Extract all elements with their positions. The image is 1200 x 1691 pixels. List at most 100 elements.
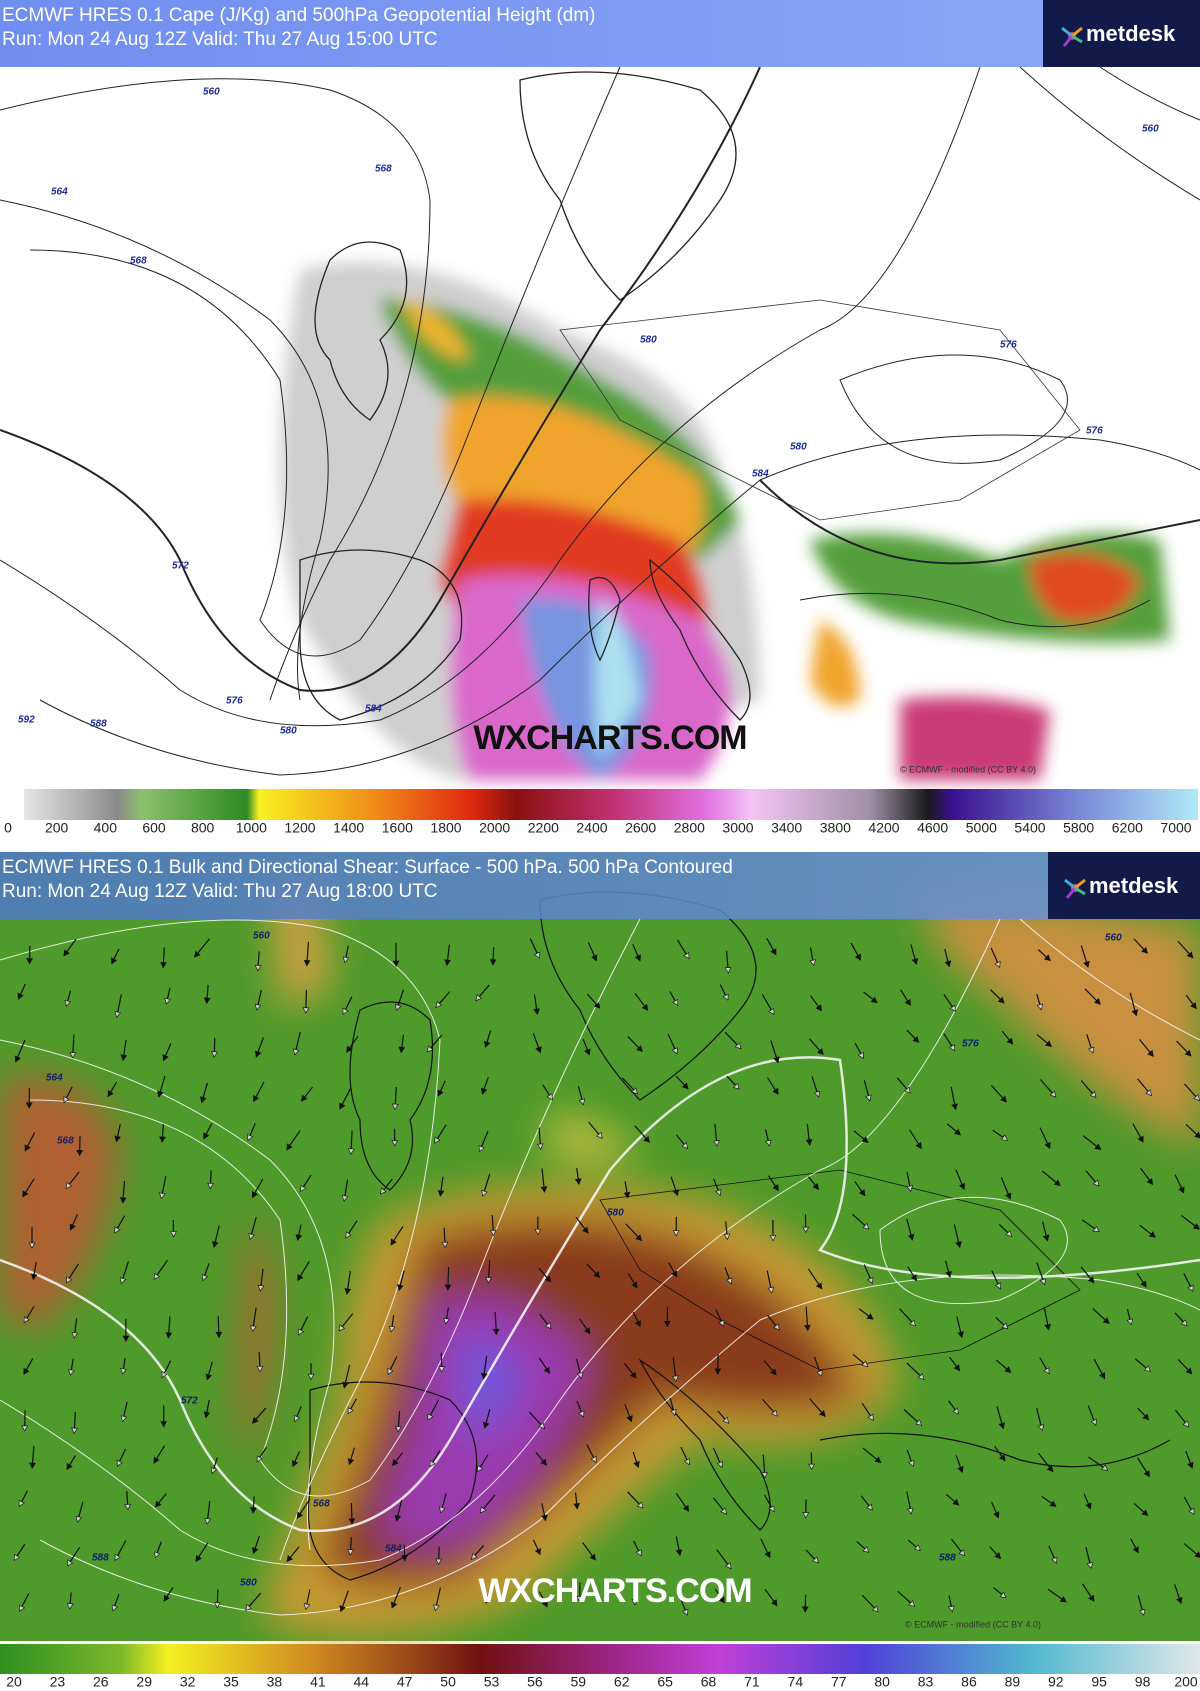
shear-arrow-head	[478, 1145, 485, 1153]
shear-arrow-head	[915, 1419, 923, 1426]
height-contours	[0, 918, 1200, 1616]
shear-arrow-head	[533, 1008, 540, 1015]
shear-arrow-head	[675, 1549, 683, 1556]
shear-arrow-head	[120, 1415, 128, 1423]
logo: metdesk	[1089, 873, 1179, 898]
colorbar-label: 29	[136, 1674, 152, 1690]
shear-arrow-head	[861, 1360, 869, 1368]
shear-arrow-head	[582, 1226, 589, 1234]
shear-arrow-head	[1094, 997, 1101, 1005]
shear-arrow-head	[1005, 1230, 1013, 1237]
shear-arrow-head	[489, 959, 497, 966]
shear-arrow-head	[1184, 1049, 1192, 1057]
colorbar-label: 32	[180, 1674, 196, 1690]
shear-arrow-head	[341, 1195, 349, 1202]
shear-arrow-head	[541, 1514, 548, 1522]
shear-arrow-head	[816, 1369, 823, 1377]
shear-arrow-head	[1102, 1317, 1110, 1324]
colorbar-label: 89	[1005, 1674, 1021, 1690]
colorbar-label: 80	[874, 1674, 890, 1690]
shear-arrow-head	[578, 1410, 585, 1418]
shear-arrow-head	[286, 1555, 294, 1562]
colorbar-label: 98	[1135, 1674, 1151, 1690]
shear-arrow-head	[248, 1233, 255, 1240]
shear-arrow-head	[437, 1190, 445, 1197]
shear-arrow-head	[441, 1241, 449, 1249]
shear-arrow-head	[641, 1003, 649, 1011]
colorbar-label: 92	[1048, 1674, 1064, 1690]
colorbar-label: 38	[267, 1674, 283, 1690]
colorbar-label: 2600	[625, 820, 656, 836]
colorbar-label: 65	[657, 1674, 673, 1690]
shear-arrow-head	[1088, 1594, 1095, 1602]
shear-arrow-head	[997, 996, 1005, 1004]
shear-arrow-head	[534, 1548, 541, 1556]
shear-arrow-head	[636, 1045, 643, 1052]
shear-arrow-head	[874, 1456, 882, 1464]
shear-arrow-head	[1049, 1500, 1057, 1507]
shear-arrow-head	[867, 1276, 874, 1284]
shear-arrow-head	[815, 1004, 822, 1012]
shear-arrow-head	[1005, 1192, 1012, 1200]
shear-arrow-head	[439, 1506, 446, 1514]
shear-arrow-head	[28, 1242, 36, 1249]
shear-arrow-head	[154, 1500, 162, 1508]
shear-arrow-head	[392, 960, 400, 967]
watermark: WXCHARTS.COM	[473, 719, 746, 757]
shear-arrow-head	[119, 1277, 127, 1285]
shear-arrow-head	[69, 1052, 77, 1059]
shear-arrow-head	[342, 1007, 349, 1015]
shear-arrow-head	[768, 1505, 775, 1513]
height-contours	[0, 66, 1200, 776]
shear-arrow-head	[347, 1549, 354, 1556]
shear-arrow-head	[23, 1316, 30, 1324]
contour-label: 560	[203, 87, 220, 98]
shear-arrow-head	[160, 1421, 168, 1428]
shear-arrow-head	[623, 1191, 631, 1199]
shear-arrow-head	[1051, 1556, 1058, 1564]
shear-arrow-head	[479, 1506, 487, 1514]
colorbar-label: 1400	[333, 820, 364, 836]
contour-labels: 560 564 568 572 576 580 580 584 588 560 …	[46, 931, 1122, 1589]
shear-arrow-head	[631, 1281, 638, 1289]
shear-arrow-head	[1187, 1284, 1194, 1292]
colorbar-label: 71	[744, 1674, 760, 1690]
shear-arrow-head	[1092, 1225, 1100, 1233]
shear-arrow-head	[541, 1600, 548, 1608]
shear-arrow-head	[492, 1328, 500, 1336]
shear-arrow-head	[444, 1284, 452, 1291]
shear-arrow-head	[245, 1604, 252, 1611]
shear-arrow-head	[1000, 1095, 1007, 1103]
shear-arrow-head	[912, 1035, 920, 1043]
shear-arrow-head	[770, 1368, 777, 1376]
shear-arrow-head	[773, 1323, 780, 1331]
shear-arrow-head	[534, 1228, 542, 1236]
colorbar-label: 3800	[820, 820, 851, 836]
shear-arrow-head	[195, 1554, 202, 1562]
shear-arrow-head	[809, 959, 817, 967]
shear-arrow-head	[1188, 1507, 1195, 1515]
shear-arrow-head	[723, 1233, 731, 1241]
contour-label: 568	[313, 1499, 330, 1510]
shear-arrow-head	[380, 1187, 387, 1195]
shear-arrow-head	[159, 1136, 166, 1143]
shear-arrow-head	[438, 1366, 446, 1373]
shear-arrow-head	[19, 1604, 26, 1612]
shear-arrow-head	[870, 996, 878, 1004]
shear-arrow-head	[153, 1272, 161, 1280]
contour-label: 564	[46, 1073, 63, 1084]
colorbar-label: 1200	[284, 820, 315, 836]
shear-arrow-head	[207, 1182, 214, 1190]
shear-arrow-head	[1000, 1134, 1008, 1141]
shear-arrow-head	[160, 962, 167, 969]
shear-arrow-head	[672, 1189, 679, 1197]
shear-arrow-head	[1176, 1597, 1183, 1604]
shear-arrow-head	[347, 1407, 354, 1415]
shear-arrow-head	[388, 1325, 396, 1333]
watermark: WXCHARTS.COM	[478, 1572, 751, 1610]
shear-arrow-head	[1126, 1318, 1134, 1326]
copyright: © ECMWF - modified (CC BY 4.0)	[900, 764, 1036, 774]
colorbar-label: 86	[961, 1674, 977, 1690]
copyright: © ECMWF - modified (CC BY 4.0)	[905, 1619, 1041, 1629]
